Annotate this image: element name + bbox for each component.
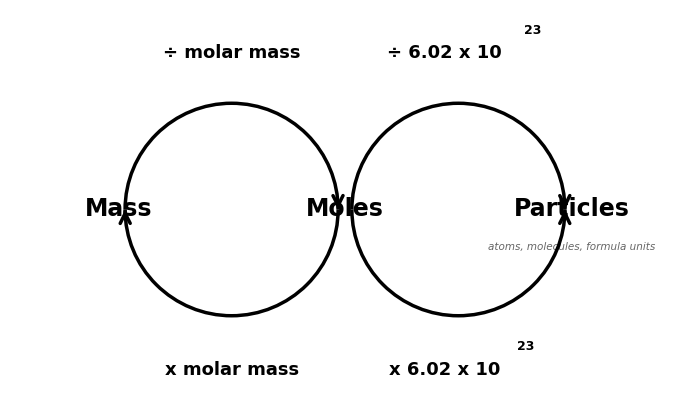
Text: 23: 23 <box>517 340 534 353</box>
Text: 23: 23 <box>524 24 541 37</box>
Text: ÷ molar mass: ÷ molar mass <box>163 44 300 62</box>
Text: ÷ 6.02 x 10: ÷ 6.02 x 10 <box>387 44 502 62</box>
Text: Mass: Mass <box>84 197 152 222</box>
Text: Moles: Moles <box>306 197 384 222</box>
Text: x 6.02 x 10: x 6.02 x 10 <box>389 361 500 379</box>
Text: Particles: Particles <box>514 197 630 222</box>
Text: atoms, molecules, formula units: atoms, molecules, formula units <box>488 242 656 252</box>
Text: x molar mass: x molar mass <box>164 361 299 379</box>
